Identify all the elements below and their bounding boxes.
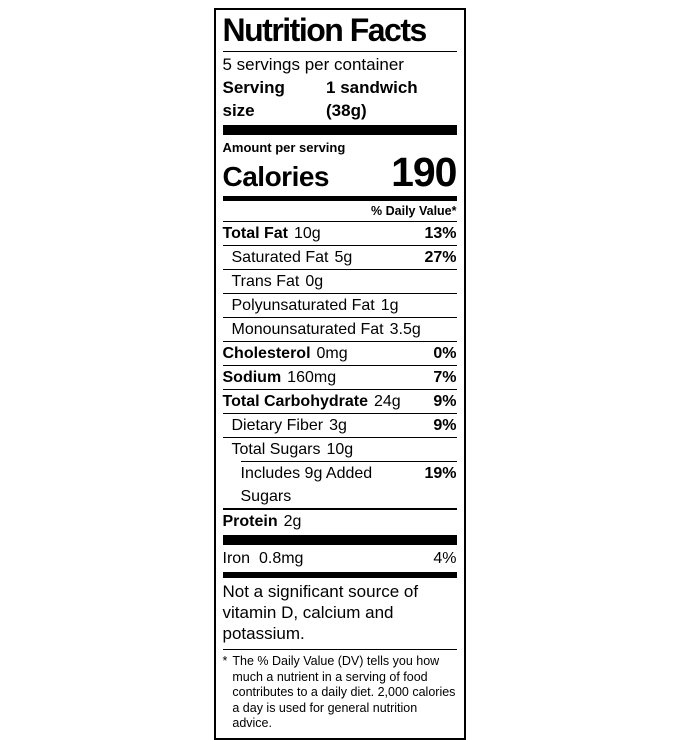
nutrient-dv: 0% [433,345,457,362]
nutrient-amount: 10g [293,225,321,242]
nutrient-name: Monounsaturated Fat [231,321,384,338]
mineral-row-iron: Iron 0.8mg 4% [223,545,457,572]
nutrient-row-cholesterol: Cholesterol 0mg 0% [222,341,457,365]
nutrient-dv: 9% [433,393,457,410]
mineral-dv: 4% [433,550,457,567]
servings-per-container: 5 servings per container [222,55,404,74]
nutrient-row-sodium: Sodium 160mg 7% [222,365,457,389]
nutrient-row-total-sugars: Total Sugars 10g [222,437,457,461]
daily-value-footnote: * The % Daily Value (DV) tells you how m… [223,650,457,732]
nutrient-name: Total Fat [222,225,288,242]
mineral-amount: 0.8mg [258,550,304,567]
nutrient-name: Sodium [222,369,282,386]
section-divider-bar [222,572,457,578]
nutrient-row-protein: Protein 2g [222,508,457,534]
serving-size-row: Serving size 1 sandwich (38g) [223,76,457,122]
nutrient-name: Trans Fat [231,273,300,290]
calories-label: Calories [222,161,330,192]
nutrient-amount: 160mg [287,369,337,386]
nutrient-name: Polyunsaturated Fat [231,297,375,314]
nutrient-name: Includes 9g Added Sugars [240,465,373,505]
nutrient-amount: 24g [374,393,401,410]
footnote-text: The % Daily Value (DV) tells you how muc… [232,654,456,730]
nutrient-row-total-fat: Total Fat 10g 13% [222,221,457,245]
nutrient-amount: 2g [283,513,302,530]
nutrient-row-added-sugars: Includes 9g Added Sugars 19% [240,461,457,508]
nutrient-name: Total Carbohydrate [222,393,369,410]
nutrient-row-total-carbohydrate: Total Carbohydrate 24g 9% [222,389,457,413]
mineral-name: Iron [222,550,251,567]
nutrient-row-polyunsaturated-fat: Polyunsaturated Fat 1g [222,293,457,317]
calories-row: Calories 190 [222,149,458,201]
nutrient-dv: 27% [424,249,457,266]
calories-value: 190 [391,149,457,195]
nutrient-dv: 13% [424,225,457,242]
nutrient-dv: 9% [433,417,457,434]
nutrient-amount: 5g [334,249,353,266]
nutrient-amount: 3.5g [389,321,421,338]
serving-size-value: 1 sandwich (38g) [326,78,418,120]
nutrient-dv: 7% [433,369,457,386]
nutrient-amount: 0mg [316,345,348,362]
nutrient-name: Saturated Fat [231,249,329,266]
amount-per-serving-label: Amount per serving [222,140,346,155]
section-divider-bar [222,535,457,545]
serving-size-label: Serving size [222,78,285,120]
not-significant-source-note: Not a significant source of vitamin D, c… [222,578,457,650]
label-title: Nutrition Facts [222,10,457,52]
nutrient-amount: 10g [326,441,354,458]
nutrient-name: Cholesterol [222,345,311,362]
section-divider-bar [222,125,457,135]
daily-value-header: % Daily Value* [371,204,457,218]
nutrition-facts-label: Nutrition Facts 5 servings per container… [213,8,466,740]
nutrient-row-dietary-fiber: Dietary Fiber 3g 9% [222,413,457,437]
nutrient-amount: 3g [329,417,347,434]
nutrient-amount: 0g [305,273,324,290]
nutrient-name: Total Sugars [231,441,321,458]
footnote-asterisk: * [222,654,228,668]
nutrient-row-monounsaturated-fat: Monounsaturated Fat 3.5g [222,317,457,341]
nutrient-row-saturated-fat: Saturated Fat 5g 27% [222,245,457,269]
nutrient-dv: 19% [424,465,457,482]
nutrient-name: Dietary Fiber [231,417,324,434]
nutrient-name: Protein [222,513,278,530]
nutrient-amount: 1g [380,297,399,314]
nutrient-row-trans-fat: Trans Fat 0g [222,269,457,293]
